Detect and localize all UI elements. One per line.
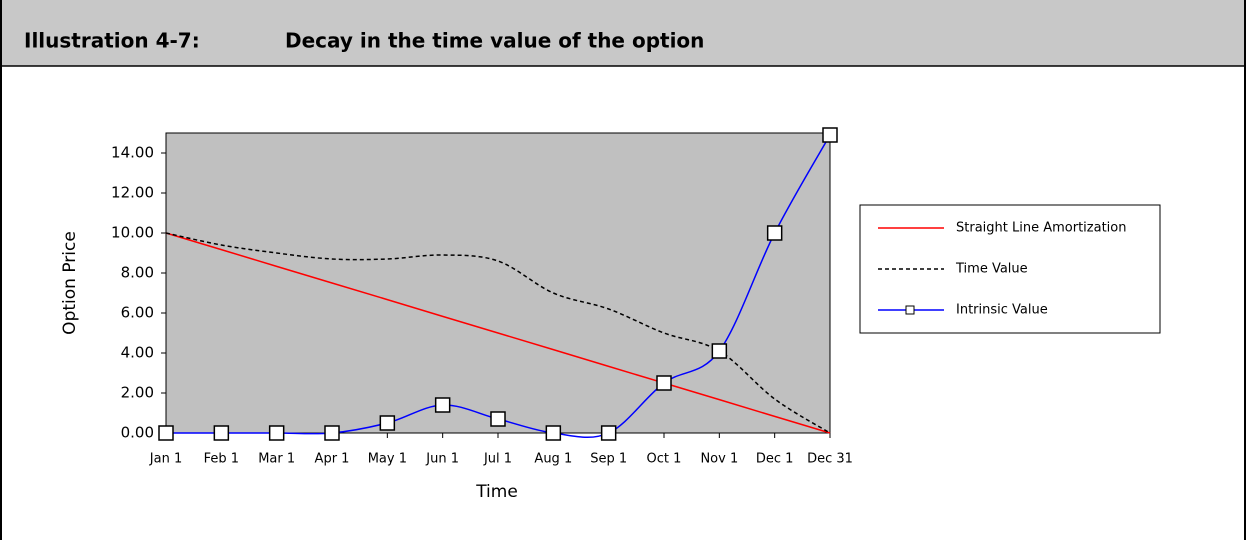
legend-label: Intrinsic Value (956, 303, 1048, 318)
x-tick-label: Jan 1 (149, 452, 182, 467)
plot-area (165, 132, 831, 434)
chart-title: Decay in the time value of the option (285, 29, 704, 53)
series-line (165, 232, 831, 434)
x-tick-label: Dec 31 (807, 452, 853, 467)
x-tick-label: Mar 1 (258, 452, 295, 467)
illustration-label: Illustration 4-7: (24, 29, 200, 53)
legend-label: Time Value (955, 262, 1028, 277)
marker (711, 343, 728, 359)
x-tick-label: May 1 (368, 452, 407, 467)
marker (158, 425, 174, 441)
x-axis-label: Time (475, 482, 518, 502)
y-tick-label: 6.00 (121, 304, 154, 322)
marker (213, 425, 230, 441)
y-tick-label: 4.00 (121, 344, 154, 362)
marker (379, 415, 396, 431)
marker (434, 397, 451, 413)
y-tick-label: 12.00 (111, 184, 154, 202)
marker (324, 425, 340, 441)
marker (490, 411, 506, 427)
x-tick-label: Dec 1 (756, 452, 794, 467)
marker (822, 127, 838, 143)
marker (600, 425, 617, 441)
header-bar (0, 0, 1246, 66)
x-tick-label: Nov 1 (700, 452, 738, 467)
legend-marker (905, 305, 915, 315)
y-tick-label: 10.00 (111, 224, 154, 242)
marker (545, 425, 562, 441)
legend-label: Straight Line Amortization (956, 221, 1126, 236)
x-tick-label: Jul 1 (483, 452, 512, 467)
marker (766, 225, 783, 241)
x-tick-label: Oct 1 (647, 452, 682, 467)
x-tick-label: Apr 1 (315, 452, 350, 467)
x-tick-label: Sep 1 (590, 452, 627, 467)
y-tick-label: 0.00 (121, 424, 154, 442)
x-tick-label: Jun 1 (425, 452, 459, 467)
x-tick-label: Aug 1 (534, 452, 572, 467)
marker (268, 425, 285, 441)
y-axis-label: Option Price (60, 231, 80, 335)
marker (656, 375, 672, 391)
y-tick-label: 14.00 (111, 144, 154, 162)
y-tick-label: 8.00 (121, 264, 154, 282)
y-tick-label: 2.00 (121, 384, 154, 402)
x-tick-label: Feb 1 (204, 452, 239, 467)
series-line (165, 232, 831, 434)
